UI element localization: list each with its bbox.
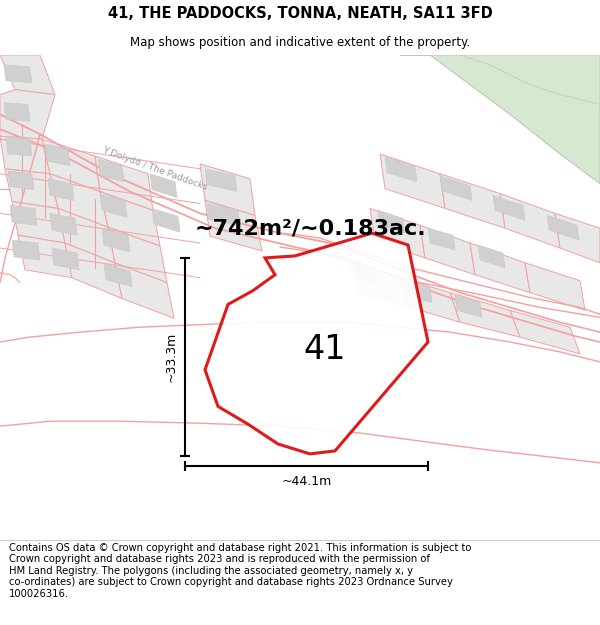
Polygon shape: [400, 278, 460, 322]
Polygon shape: [500, 194, 560, 248]
Polygon shape: [52, 248, 79, 270]
Polygon shape: [4, 102, 30, 121]
Polygon shape: [380, 154, 445, 208]
Polygon shape: [10, 206, 37, 225]
Polygon shape: [460, 55, 600, 104]
Polygon shape: [95, 156, 153, 211]
Polygon shape: [200, 164, 255, 216]
Polygon shape: [205, 233, 428, 454]
Polygon shape: [205, 169, 237, 192]
Polygon shape: [150, 174, 177, 198]
Polygon shape: [18, 235, 72, 278]
Polygon shape: [50, 213, 77, 235]
Polygon shape: [12, 201, 65, 243]
Polygon shape: [405, 281, 432, 302]
Polygon shape: [420, 225, 475, 275]
Polygon shape: [440, 174, 505, 228]
Polygon shape: [493, 196, 525, 220]
Polygon shape: [547, 216, 579, 240]
Polygon shape: [510, 311, 580, 354]
Polygon shape: [115, 263, 174, 318]
Text: ~742m²/~0.183ac.: ~742m²/~0.183ac.: [194, 218, 426, 238]
Polygon shape: [48, 179, 74, 201]
Polygon shape: [440, 176, 472, 201]
Polygon shape: [428, 228, 455, 250]
Polygon shape: [5, 169, 58, 208]
Text: ~33.3m: ~33.3m: [164, 332, 178, 382]
Polygon shape: [42, 139, 100, 192]
Polygon shape: [370, 208, 425, 258]
Polygon shape: [478, 245, 505, 268]
Text: Contains OS data © Crown copyright and database right 2021. This information is : Contains OS data © Crown copyright and d…: [9, 542, 472, 599]
Text: Y Dolydd / The Paddocks: Y Dolydd / The Paddocks: [101, 146, 209, 192]
Polygon shape: [455, 296, 482, 318]
Polygon shape: [205, 201, 262, 251]
Polygon shape: [8, 171, 34, 189]
Polygon shape: [104, 264, 132, 287]
Text: Map shows position and indicative extent of the property.: Map shows position and indicative extent…: [130, 36, 470, 49]
Polygon shape: [108, 228, 167, 282]
Polygon shape: [50, 174, 108, 228]
Polygon shape: [400, 55, 600, 184]
Polygon shape: [525, 263, 585, 311]
Polygon shape: [0, 89, 55, 139]
Polygon shape: [350, 263, 410, 308]
Polygon shape: [555, 213, 600, 263]
Polygon shape: [0, 55, 55, 94]
Polygon shape: [450, 292, 520, 337]
Polygon shape: [470, 243, 530, 292]
Text: 41, THE PADDOCKS, TONNA, NEATH, SA11 3FD: 41, THE PADDOCKS, TONNA, NEATH, SA11 3FD: [107, 6, 493, 21]
Polygon shape: [6, 136, 32, 156]
Text: ~44.1m: ~44.1m: [281, 475, 332, 488]
Polygon shape: [45, 144, 70, 166]
Polygon shape: [355, 265, 382, 287]
Text: 41: 41: [303, 333, 346, 366]
Polygon shape: [4, 65, 32, 82]
Polygon shape: [65, 243, 122, 299]
Polygon shape: [58, 208, 115, 263]
Polygon shape: [0, 136, 50, 174]
Polygon shape: [378, 211, 405, 233]
Polygon shape: [152, 208, 180, 232]
Polygon shape: [207, 204, 240, 226]
Polygon shape: [100, 192, 160, 246]
Polygon shape: [98, 159, 124, 182]
Polygon shape: [385, 157, 417, 182]
Polygon shape: [12, 240, 40, 260]
Polygon shape: [102, 228, 130, 252]
Polygon shape: [100, 194, 127, 218]
